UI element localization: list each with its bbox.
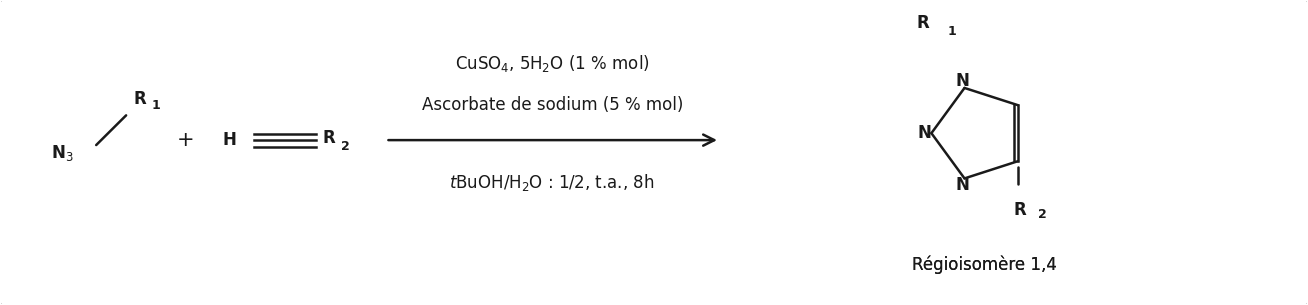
Text: 1: 1 bbox=[150, 99, 160, 112]
Text: 1: 1 bbox=[947, 25, 956, 38]
Text: R: R bbox=[917, 14, 930, 32]
Text: 2: 2 bbox=[1039, 208, 1046, 221]
Text: +: + bbox=[177, 130, 195, 150]
Text: Régioisomère 1,4: Régioisomère 1,4 bbox=[912, 255, 1057, 274]
Text: H: H bbox=[222, 131, 235, 149]
Text: Régioisomère 1,4: Régioisomère 1,4 bbox=[912, 255, 1057, 274]
Text: 2: 2 bbox=[340, 140, 349, 152]
Text: R: R bbox=[323, 129, 335, 147]
Text: CuSO$_4$, 5H$_2$O (1 % mol): CuSO$_4$, 5H$_2$O (1 % mol) bbox=[455, 53, 650, 74]
Text: R: R bbox=[133, 90, 146, 108]
Text: R: R bbox=[1014, 201, 1027, 219]
Text: Ascorbate de sodium (5 % mol): Ascorbate de sodium (5 % mol) bbox=[421, 96, 683, 114]
Text: N: N bbox=[955, 72, 969, 90]
Text: $\it{t}$BuOH/H$_2$O : 1/2, t.a., 8h: $\it{t}$BuOH/H$_2$O : 1/2, t.a., 8h bbox=[450, 172, 655, 193]
Text: N: N bbox=[917, 124, 931, 142]
Text: N$_3$: N$_3$ bbox=[51, 143, 73, 163]
Text: N: N bbox=[955, 176, 969, 194]
